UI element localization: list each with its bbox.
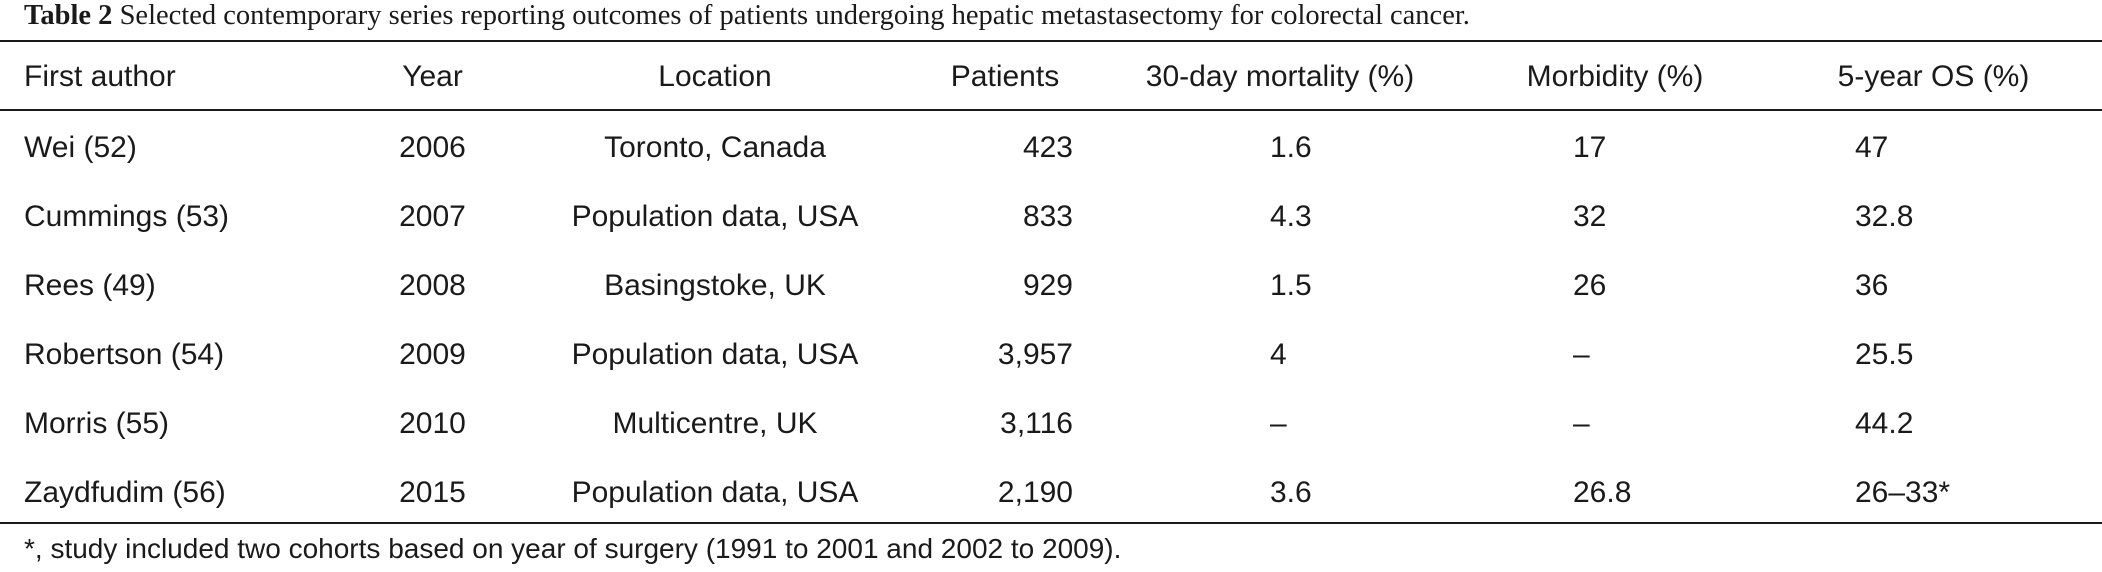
cell-morbidity: – (1573, 406, 1590, 440)
table-caption-text: Selected contemporary series reporting o… (112, 0, 1470, 31)
cell-morbidity: 32 (1573, 199, 1607, 233)
table-row: Rees (49) 2008 Basingstoke, UK 929 1.5 2… (0, 251, 2102, 320)
cell-morbidity: 26.8 (1573, 475, 1632, 509)
cell-mortality: 4.3 (1270, 199, 1312, 233)
table-row: Cummings (53) 2007 Population data, USA … (0, 182, 2102, 251)
table-row: Wei (52) 2006 Toronto, Canada 423 1.6 17… (0, 111, 2102, 182)
cell-location: Basingstoke, UK (604, 268, 826, 302)
cell-mortality: 1.5 (1270, 268, 1312, 302)
cell-first-author: Morris (55) (24, 406, 170, 440)
column-header-first-author: First author (24, 59, 176, 93)
column-header-location: Location (658, 59, 772, 93)
cell-morbidity: 26 (1573, 268, 1607, 302)
cell-year: 2008 (399, 268, 466, 302)
cell-mortality: 4 (1270, 337, 1287, 371)
cell-5yr-os: 47 (1855, 130, 1889, 164)
cell-5yr-os: 25.5 (1855, 337, 1914, 371)
cell-morbidity: – (1573, 337, 1590, 371)
cell-location: Population data, USA (571, 337, 859, 371)
cell-patients: 423 (1022, 130, 1073, 164)
cell-morbidity: 17 (1573, 130, 1607, 164)
cell-year: 2009 (399, 337, 466, 371)
cell-5yr-os: 44.2 (1855, 406, 1914, 440)
table-footnote: *, study included two cohorts based on y… (24, 533, 1122, 564)
cell-year: 2007 (399, 199, 466, 233)
cell-patients: 2,190 (997, 475, 1073, 509)
cell-first-author: Robertson (54) (24, 337, 225, 371)
table-row: Morris (55) 2010 Multicentre, UK 3,116 –… (0, 389, 2102, 458)
cell-mortality: 3.6 (1270, 475, 1312, 509)
top-rule (0, 40, 2102, 42)
cell-5yr-os: 26–33* (1855, 475, 1951, 509)
cell-year: 2015 (399, 475, 466, 509)
table-caption-label: Table 2 (24, 0, 113, 31)
cell-location: Multicentre, UK (612, 406, 818, 440)
table-caption: Table 2 Selected contemporary series rep… (24, 0, 1470, 32)
cell-year: 2006 (399, 130, 466, 164)
cell-mortality: 1.6 (1270, 130, 1312, 164)
cell-5yr-os: 36 (1855, 268, 1889, 302)
column-header-year: Year (402, 59, 463, 93)
column-header-mortality: 30-day mortality (%) (1145, 59, 1415, 93)
bottom-rule (0, 522, 2102, 524)
cell-first-author: Cummings (53) (24, 199, 230, 233)
table-header-row: First author Year Location Patients 30-d… (0, 42, 2102, 111)
outcomes-table: First author Year Location Patients 30-d… (0, 42, 2102, 527)
table-row: Robertson (54) 2009 Population data, USA… (0, 320, 2102, 389)
cell-first-author: Wei (52) (24, 130, 137, 164)
cell-patients: 833 (1022, 199, 1073, 233)
cell-location: Population data, USA (571, 199, 859, 233)
cell-first-author: Zaydfudim (56) (24, 475, 226, 509)
cell-patients: 3,957 (997, 337, 1073, 371)
cell-patients: 929 (1022, 268, 1073, 302)
column-header-patients: Patients (950, 59, 1060, 93)
table-row: Zaydfudim (56) 2015 Population data, USA… (0, 458, 2102, 527)
header-rule (0, 109, 2102, 111)
cell-year: 2010 (399, 406, 466, 440)
cell-patients: 3,116 (1000, 406, 1073, 440)
column-header-morbidity: Morbidity (%) (1526, 59, 1704, 93)
cell-location: Population data, USA (571, 475, 859, 509)
cell-first-author: Rees (49) (24, 268, 156, 302)
cell-location: Toronto, Canada (604, 130, 826, 164)
cell-mortality: – (1270, 406, 1287, 440)
cell-5yr-os: 32.8 (1855, 199, 1914, 233)
column-header-5yr-os: 5-year OS (%) (1837, 59, 2030, 93)
